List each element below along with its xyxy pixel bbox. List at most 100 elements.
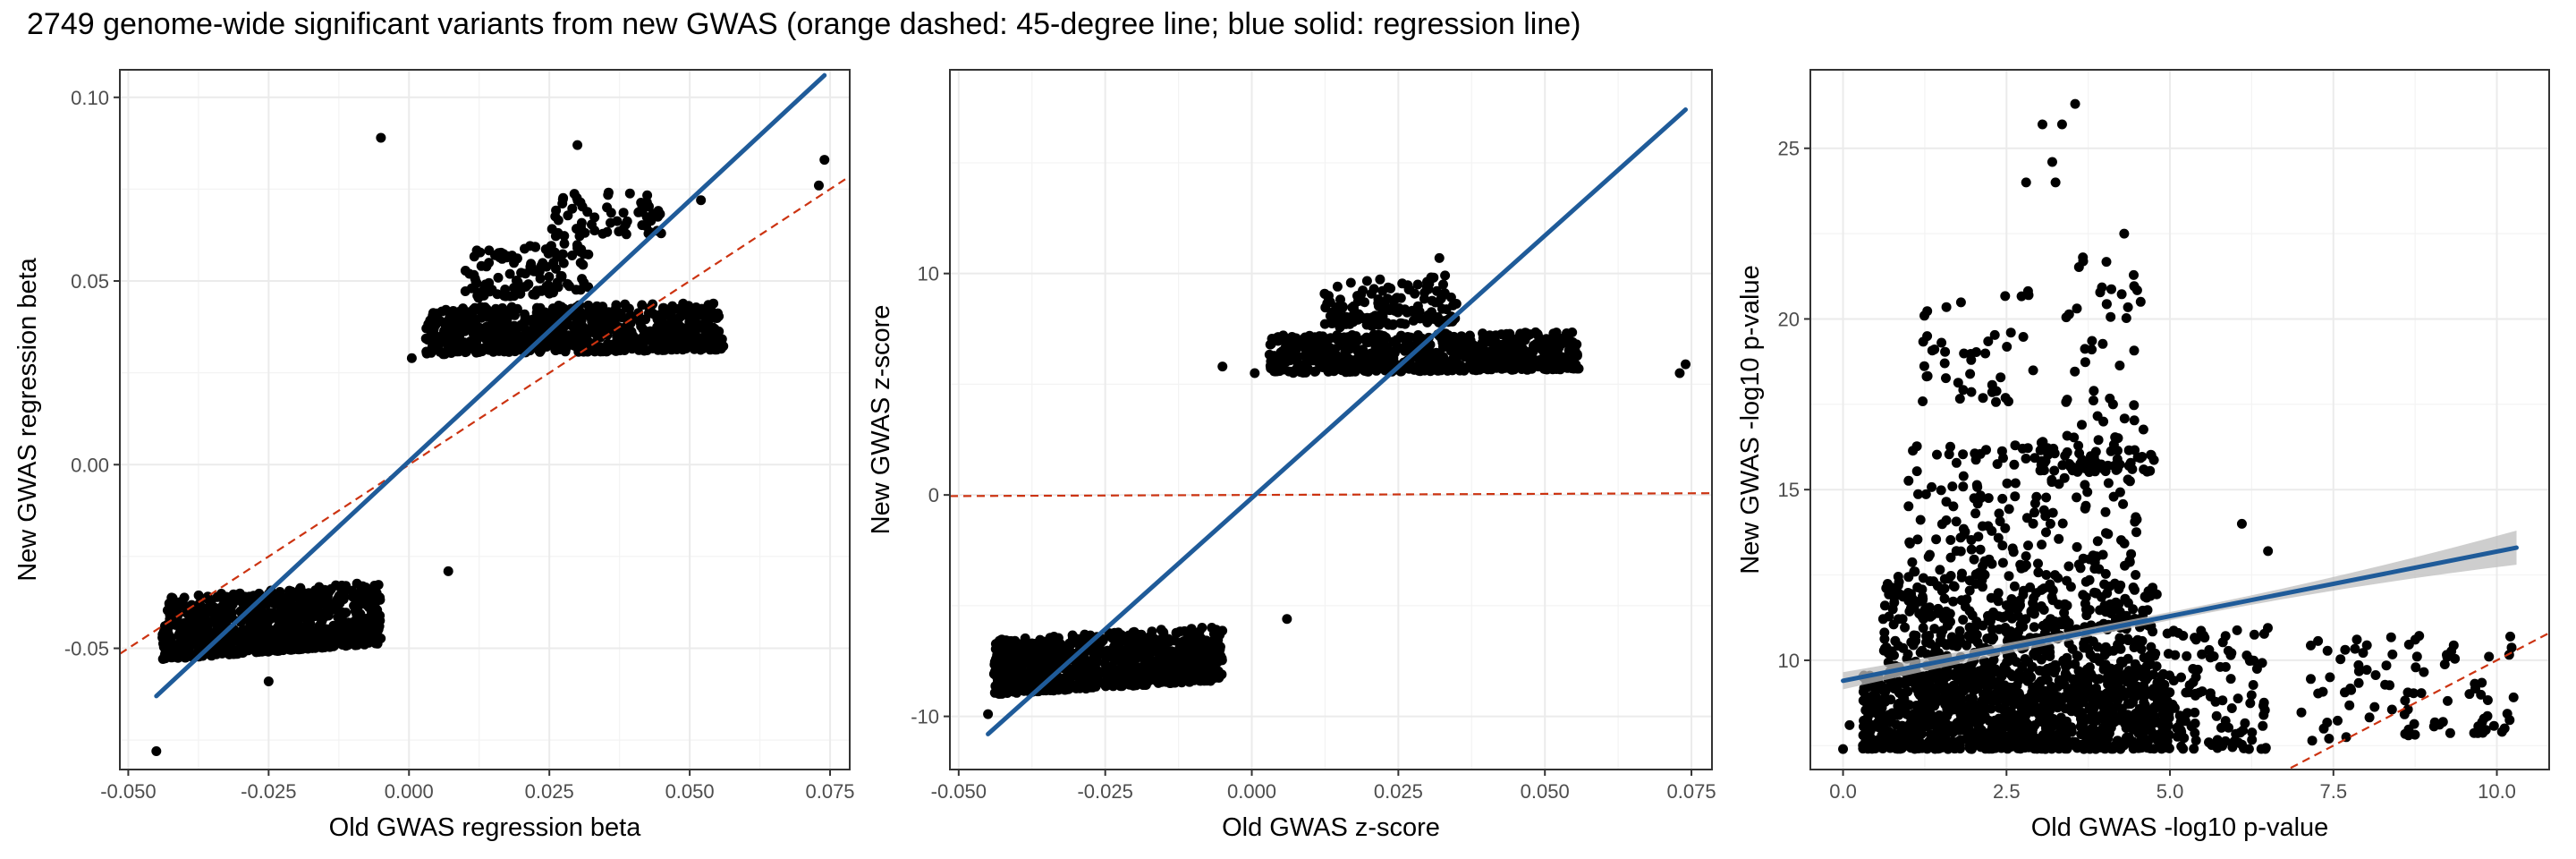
data-point [186, 621, 197, 632]
data-point [2038, 605, 2049, 615]
data-point [1214, 673, 1224, 683]
data-point [1543, 354, 1554, 365]
data-point [1861, 715, 1872, 726]
data-point [1922, 691, 1933, 702]
plot-area [950, 107, 1712, 736]
data-point [1914, 705, 1925, 716]
data-point [997, 668, 1007, 679]
data-point [1148, 641, 1159, 651]
data-point [448, 306, 459, 316]
data-point [2015, 744, 2026, 754]
data-point [564, 281, 574, 292]
data-point [543, 280, 554, 291]
data-point-outlier [1681, 359, 1691, 370]
data-point [2021, 710, 2030, 721]
data-point [1496, 363, 1507, 374]
data-point [360, 628, 371, 639]
data-point [614, 328, 624, 339]
panel-border [119, 69, 851, 770]
data-point [1478, 328, 1488, 339]
data-point [1991, 692, 2002, 702]
data-point [2121, 715, 2131, 726]
data-point [336, 607, 347, 617]
data-point [1917, 743, 1928, 753]
data-point [2098, 726, 2109, 736]
data-point [486, 336, 496, 347]
data-point [2121, 723, 2131, 734]
x-tick-label: 0.025 [1374, 780, 1423, 803]
x-tick-label: -0.025 [241, 780, 296, 803]
data-point [291, 639, 301, 650]
data-point [1279, 344, 1290, 355]
data-point [1421, 282, 1432, 293]
data-point [240, 591, 250, 602]
data-point [603, 338, 613, 349]
data-point-outlier [813, 180, 824, 191]
data-point [460, 326, 470, 336]
data-point [624, 188, 635, 199]
data-point [1443, 335, 1453, 345]
data-point [1465, 335, 1476, 345]
data-point [554, 304, 564, 315]
data-point [521, 268, 530, 279]
data-point [1121, 651, 1131, 661]
data-point-outlier [696, 195, 707, 206]
data-point [1264, 349, 1275, 360]
data-point [167, 592, 178, 603]
data-point [1347, 302, 1358, 313]
data-point [1865, 726, 1876, 736]
data-point [1327, 307, 1338, 318]
data-point [1309, 355, 1319, 366]
data-point [1034, 665, 1045, 676]
data-point [1459, 364, 1470, 375]
data-point [1282, 353, 1292, 363]
data-point [1433, 297, 1444, 308]
data-point [1377, 333, 1387, 344]
data-point [439, 326, 450, 336]
data-point [2113, 679, 2123, 690]
data-point [663, 306, 673, 317]
data-point [1015, 676, 1026, 687]
data-point [331, 597, 342, 608]
data-point [1497, 349, 1508, 360]
data-point [1151, 676, 1162, 686]
data-point [174, 630, 184, 641]
data-point [1447, 357, 1458, 368]
data-point [575, 285, 586, 295]
data-point [1917, 584, 1928, 595]
data-point [1544, 363, 1555, 373]
data-point [2030, 683, 2041, 693]
data-point [1956, 693, 1967, 704]
data-point [621, 229, 631, 240]
data-point [319, 635, 330, 646]
data-point [2126, 698, 2137, 709]
data-point [2001, 697, 2012, 708]
data-point [502, 325, 512, 336]
data-point [1927, 737, 1937, 748]
data-point [1439, 288, 1450, 299]
data-point [1948, 596, 1959, 607]
data-point [1079, 672, 1089, 682]
data-point [1106, 679, 1116, 689]
data-point [1332, 330, 1343, 341]
data-point [692, 339, 703, 350]
data-point [674, 335, 684, 345]
data-point [1045, 633, 1055, 643]
data-point [1887, 708, 1898, 719]
data-point [1570, 344, 1580, 355]
data-point [709, 335, 719, 345]
data-point [173, 648, 183, 659]
x-tick-label: 0.050 [665, 780, 715, 803]
data-point [550, 231, 561, 242]
data-point [492, 315, 503, 325]
data-point [368, 583, 378, 594]
data-point [493, 272, 504, 283]
data-point [1427, 307, 1436, 318]
data-point [1890, 683, 1901, 693]
data-point [1528, 344, 1538, 355]
data-point-outlier [1674, 368, 1685, 378]
data-point [1939, 593, 1950, 604]
x-axis-title: Old GWAS z-score [1222, 813, 1440, 842]
data-point [2020, 654, 2030, 664]
